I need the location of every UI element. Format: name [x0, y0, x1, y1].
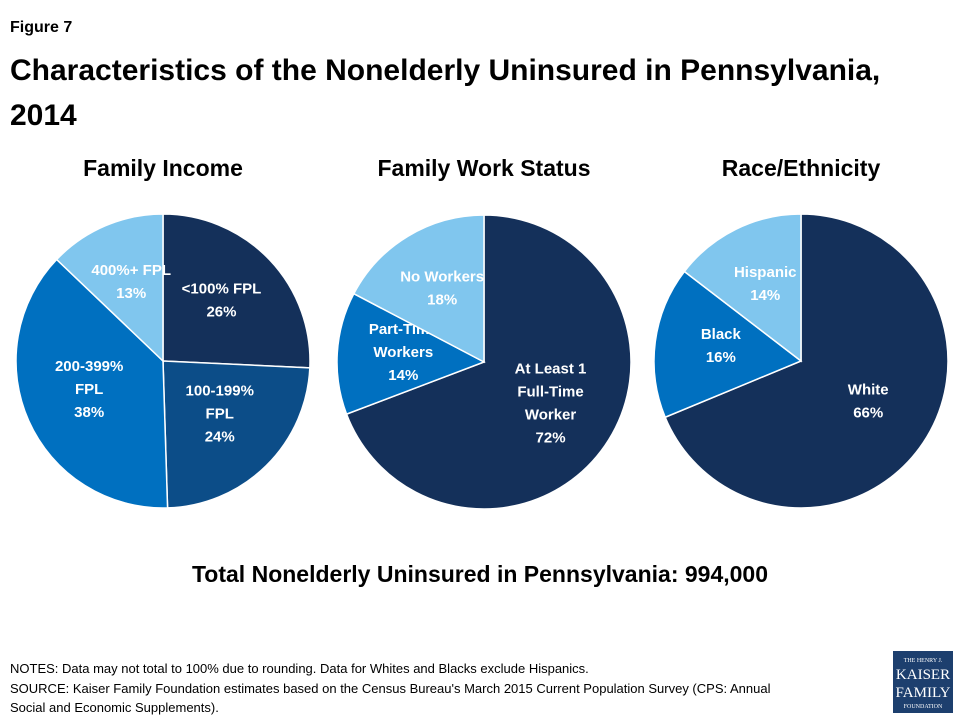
slice-value-label: 24%	[205, 429, 235, 446]
slice-value-label: 38%	[74, 404, 104, 421]
logo-text: FAMILY	[896, 685, 951, 701]
slice-category: Full-Time	[517, 383, 583, 400]
slice-category: Workers	[373, 344, 433, 361]
slice-category: Hispanic	[734, 264, 797, 281]
slice-label: At Least 1 Full-Time Worker 72%	[515, 360, 587, 446]
chart-title: Race/Ethnicity	[722, 155, 881, 181]
title: Characteristics of the Nonelderly Uninsu…	[10, 54, 880, 87]
slice-label: Black 16%	[701, 326, 742, 366]
figure-label: Figure 7	[10, 19, 72, 36]
slice-value-label: 13%	[116, 285, 146, 302]
slice-category: 200-399%	[55, 358, 123, 375]
slice-category: White	[848, 381, 889, 398]
source: SOURCE: Kaiser Family Foundation estimat…	[10, 681, 771, 696]
slice-category: FPL	[75, 381, 103, 398]
pie-slice	[162, 213, 311, 369]
pie-slice	[336, 292, 486, 416]
pie-slice	[55, 213, 164, 363]
slice-category: <100% FPL	[182, 281, 262, 298]
slice-label: 100-199% FPL 24%	[186, 383, 254, 446]
pie-slice	[15, 258, 169, 509]
slice-value-label: 72%	[536, 429, 566, 446]
pie-slice	[683, 213, 802, 363]
chart-title: Family Work Status	[377, 155, 590, 181]
slice-label: 200-399% FPL 38%	[55, 358, 123, 421]
slice-label: Hispanic 14%	[734, 264, 797, 304]
title: 2014	[10, 99, 77, 132]
pie-slice	[664, 213, 949, 509]
slice-label: <100% FPL 26%	[182, 281, 262, 321]
slice-value-label: 14%	[388, 367, 418, 384]
pie-slice	[162, 360, 311, 509]
total: Total Nonelderly Uninsured in Pennsylvan…	[192, 561, 768, 587]
pie-slice	[352, 214, 485, 364]
slice-label: 400%+ FPL 13%	[91, 262, 171, 302]
logo-text: KAISER	[896, 667, 950, 683]
slice-category: 400%+ FPL	[91, 262, 171, 279]
slice-value-label: 16%	[706, 349, 736, 366]
slice-category: No Workers	[400, 268, 484, 285]
logo-text: FOUNDATION	[904, 704, 943, 710]
slice-value-label: 66%	[853, 404, 883, 421]
slice-value-label: 18%	[427, 291, 457, 308]
logo	[893, 651, 953, 713]
logo-text: THE HENRY J.	[904, 658, 943, 664]
slice-value-label: 26%	[206, 304, 236, 321]
notes: NOTES: Data may not total to 100% due to…	[10, 661, 589, 676]
pie-slice	[345, 214, 632, 510]
slice-category: 100-199%	[186, 383, 254, 400]
chart-title: Family Income	[83, 155, 243, 181]
slice-category: At Least 1	[515, 360, 587, 377]
slice-category: Worker	[525, 406, 577, 423]
source: Social and Economic Supplements).	[10, 700, 219, 715]
slice-label: No Workers 18%	[400, 268, 484, 308]
pie-slice	[653, 270, 803, 419]
slice-label: White 66%	[848, 381, 889, 421]
slice-value-label: 14%	[750, 287, 780, 304]
slice-category: FPL	[206, 406, 234, 423]
slice-category: Black	[701, 326, 742, 343]
